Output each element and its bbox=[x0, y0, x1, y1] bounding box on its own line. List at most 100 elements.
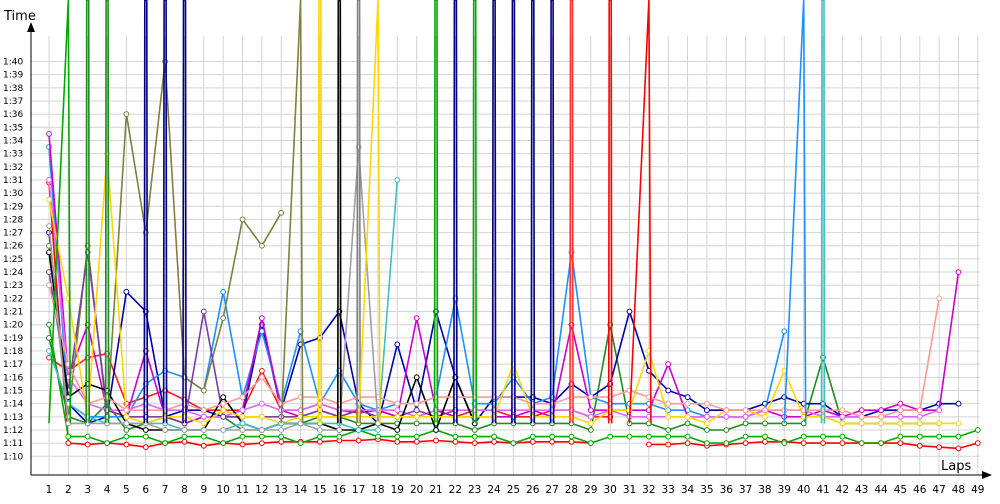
data-point bbox=[259, 374, 265, 381]
x-tick-label: 31 bbox=[623, 484, 636, 496]
data-point bbox=[220, 427, 227, 433]
data-point bbox=[936, 444, 942, 451]
series-spike bbox=[549, 0, 555, 424]
data-point bbox=[200, 387, 207, 394]
x-tick-label: 5 bbox=[123, 484, 130, 496]
data-point bbox=[413, 407, 420, 414]
y-tick-label: 1:14 bbox=[3, 400, 23, 410]
data-point bbox=[239, 427, 246, 433]
x-tick-label: 11 bbox=[236, 484, 249, 496]
data-point bbox=[549, 433, 555, 440]
data-point bbox=[220, 315, 227, 322]
x-tick-label: 49 bbox=[971, 484, 984, 496]
data-point bbox=[336, 427, 343, 433]
series-spike bbox=[104, 0, 110, 424]
data-point bbox=[239, 216, 246, 223]
data-point bbox=[916, 433, 923, 440]
data-point bbox=[897, 433, 904, 440]
data-point bbox=[704, 440, 710, 447]
data-point bbox=[239, 394, 246, 401]
data-point bbox=[46, 282, 52, 289]
y-tick-label: 1:25 bbox=[3, 255, 23, 265]
series-spike bbox=[280, 0, 304, 424]
data-point bbox=[433, 427, 439, 433]
x-tick-label: 30 bbox=[603, 484, 616, 496]
data-point bbox=[974, 440, 981, 447]
data-point bbox=[587, 407, 594, 414]
data-point bbox=[46, 131, 52, 137]
x-tick-label: 12 bbox=[255, 484, 268, 496]
data-point bbox=[529, 438, 536, 445]
data-point bbox=[259, 413, 265, 420]
series-spike bbox=[453, 0, 458, 424]
y-axis-title: Time bbox=[3, 9, 36, 24]
data-point bbox=[259, 440, 265, 447]
x-tick-label: 8 bbox=[181, 484, 188, 496]
data-point bbox=[471, 433, 478, 440]
x-axis-title: Laps bbox=[941, 459, 971, 474]
data-point bbox=[220, 407, 227, 414]
data-point bbox=[278, 209, 285, 216]
data-point bbox=[936, 295, 942, 302]
data-point bbox=[394, 400, 401, 407]
data-point bbox=[259, 433, 265, 440]
y-tick-label: 1:10 bbox=[3, 452, 23, 462]
data-point bbox=[955, 445, 962, 452]
data-point bbox=[626, 433, 633, 440]
data-point bbox=[452, 433, 459, 440]
x-tick-label: 46 bbox=[913, 484, 927, 496]
x-tick-label: 41 bbox=[816, 484, 829, 496]
x-tick-label: 44 bbox=[874, 484, 888, 496]
y-tick-label: 1:24 bbox=[3, 268, 23, 278]
data-point bbox=[355, 427, 362, 433]
data-point bbox=[955, 433, 962, 440]
data-point bbox=[46, 177, 52, 183]
x-tick-label: 36 bbox=[720, 484, 734, 496]
data-point bbox=[858, 440, 865, 447]
x-tick-label: 48 bbox=[952, 484, 965, 496]
x-tick-label: 32 bbox=[642, 484, 655, 496]
data-point bbox=[897, 440, 904, 447]
data-point bbox=[200, 413, 207, 420]
data-point bbox=[684, 420, 691, 427]
x-tick-label: 14 bbox=[294, 484, 308, 496]
x-tick-label: 40 bbox=[797, 484, 810, 496]
data-point bbox=[955, 400, 962, 407]
data-point bbox=[413, 374, 420, 381]
data-point bbox=[800, 440, 807, 447]
series-layer bbox=[46, 0, 981, 452]
series-spike bbox=[336, 0, 342, 424]
series-spike bbox=[511, 0, 516, 424]
data-point bbox=[259, 315, 265, 322]
x-tick-label: 7 bbox=[162, 484, 169, 496]
y-tick-label: 1:32 bbox=[3, 163, 23, 173]
data-point bbox=[220, 400, 227, 407]
y-tick-label: 1:39 bbox=[3, 71, 23, 81]
data-point bbox=[181, 427, 188, 433]
data-point bbox=[413, 438, 420, 445]
data-point bbox=[123, 407, 130, 414]
y-axis-arrow bbox=[27, 22, 35, 32]
data-point bbox=[800, 433, 807, 440]
y-tick-label: 1:33 bbox=[3, 150, 23, 160]
y-tick-label: 1:26 bbox=[3, 242, 23, 252]
data-point bbox=[568, 433, 575, 440]
data-point bbox=[510, 440, 517, 447]
series-line bbox=[48, 152, 959, 425]
x-tick-label: 16 bbox=[333, 484, 347, 496]
x-tick-label: 39 bbox=[778, 484, 791, 496]
data-point bbox=[123, 441, 130, 448]
data-point bbox=[568, 438, 575, 445]
data-point bbox=[142, 433, 149, 440]
data-point bbox=[665, 427, 672, 433]
data-point bbox=[65, 440, 72, 447]
data-point bbox=[974, 427, 981, 433]
data-point bbox=[936, 407, 942, 414]
data-point bbox=[704, 407, 710, 414]
x-tick-label: 15 bbox=[313, 484, 326, 496]
data-point bbox=[762, 420, 768, 427]
y-tick-label: 1:17 bbox=[3, 360, 23, 370]
data-point bbox=[723, 407, 730, 414]
x-tick-label: 19 bbox=[391, 484, 404, 496]
y-tick-label: 1:22 bbox=[3, 294, 23, 304]
